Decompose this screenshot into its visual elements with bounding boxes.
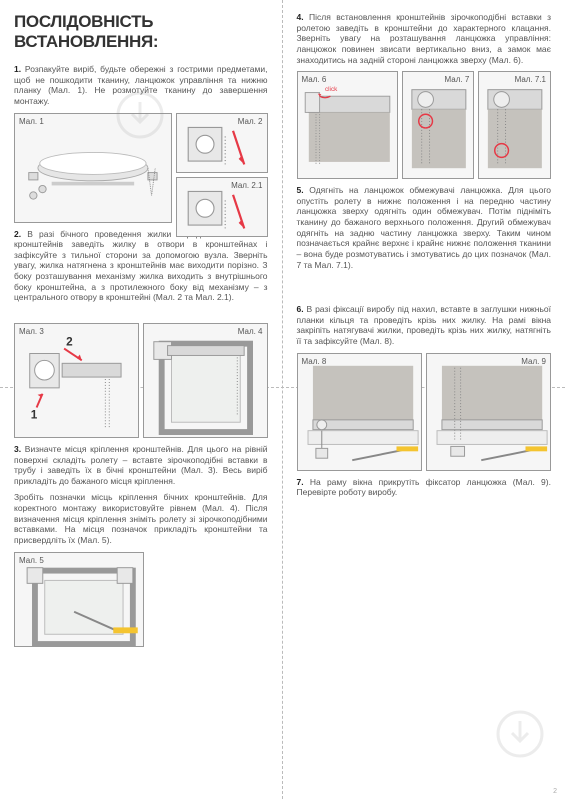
- para-7: 7. На раму вікна прикрутіть фіксатор лан…: [297, 477, 552, 498]
- fig-2-1: Мал. 2.1: [176, 177, 268, 237]
- fig-label-5: Мал. 5: [19, 556, 44, 565]
- right-column: 4. Після встановлення кронштейнів зірочк…: [283, 0, 565, 799]
- fig-label-3: Мал. 3: [19, 327, 44, 336]
- watermark-icon-2: [495, 709, 545, 759]
- left-column: ПОСЛІДОВНІСТЬ ВСТАНОВЛЕННЯ: 1. Розпакуйт…: [0, 0, 283, 799]
- fig-label-21: Мал. 2.1: [231, 181, 262, 190]
- para-3b: Зробіть позначки місць кріплення бічних …: [14, 492, 268, 545]
- fig-3: Мал. 3 2 1: [14, 323, 139, 438]
- fig-4: Мал. 4: [143, 323, 268, 438]
- svg-text:1: 1: [31, 408, 38, 421]
- fig-label-4: Мал. 4: [238, 327, 263, 336]
- fig-7: Мал. 7: [402, 71, 475, 179]
- para-4: 4. Після встановлення кронштейнів зірочк…: [297, 12, 552, 65]
- fig-5: Мал. 5: [14, 552, 144, 647]
- fig-row-4: Мал. 6 click Мал. 7: [297, 71, 552, 179]
- para-2: 2. В разі бічного проведення жилки перед…: [14, 229, 268, 303]
- fig-8: Мал. 8: [297, 353, 422, 471]
- fig-label-1: Мал. 1: [19, 117, 44, 126]
- para-6: 6. В разі фіксації виробу під нахил, вст…: [297, 304, 552, 347]
- fig-2: Мал. 2: [176, 113, 268, 173]
- fig-6: Мал. 6 click: [297, 71, 398, 179]
- para-3a: 3. Визначте місця кріплення кронштейнів.…: [14, 444, 268, 487]
- page-title: ПОСЛІДОВНІСТЬ ВСТАНОВЛЕННЯ:: [14, 12, 268, 52]
- svg-text:click: click: [325, 86, 338, 93]
- svg-text:2: 2: [66, 336, 73, 349]
- fig-9: Мал. 9: [426, 353, 551, 471]
- para-5: 5. Одягніть на ланцюжок обмежувачі ланцю…: [297, 185, 552, 270]
- fig-row-2: Мал. 3 2 1 Мал. 4: [14, 323, 268, 438]
- fig-label-8: Мал. 8: [302, 357, 327, 366]
- fig-label-7: Мал. 7: [445, 75, 470, 84]
- fig-label-71: Мал. 7.1: [515, 75, 546, 84]
- fig-label-6: Мал. 6: [302, 75, 327, 84]
- fig-label-9: Мал. 9: [521, 357, 546, 366]
- fig-label-2: Мал. 2: [238, 117, 263, 126]
- fig-row-5: Мал. 8 Мал. 9: [297, 353, 552, 471]
- page-number: 2: [553, 788, 557, 795]
- fig-7-1: Мал. 7.1: [478, 71, 551, 179]
- fig-row-3: Мал. 5: [14, 552, 268, 647]
- watermark-icon: [115, 90, 165, 140]
